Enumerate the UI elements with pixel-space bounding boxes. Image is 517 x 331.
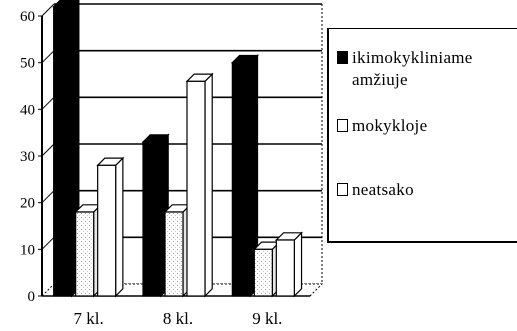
legend: ikimokykliniame amžiuje mokykloje neatsa… [327, 28, 517, 243]
x-tick-label: 7 kl. [74, 309, 104, 328]
y-tick-label: 30 [20, 149, 35, 165]
bar [274, 231, 303, 298]
gridline-depth [41, 3, 55, 17]
x-tick-label: 8 kl. [163, 309, 193, 328]
bar-front-face [186, 80, 206, 297]
bar-front-face [253, 248, 273, 297]
legend-swatch-white [337, 119, 348, 132]
gridline-depth [41, 143, 55, 157]
y-axis-tick-labels: 0 10 20 30 40 50 60 [20, 9, 42, 305]
legend-label: ikimokykliniame amžiuje [352, 48, 473, 89]
legend-label: mokykloje [352, 116, 428, 135]
bar-side-face [115, 156, 124, 298]
y-tick-label: 0 [28, 289, 36, 305]
legend-item-2: mokykloje [337, 115, 427, 137]
y-tick-label: 20 [20, 196, 35, 212]
gridline-depth [41, 50, 55, 64]
bar [52, 0, 80, 298]
y-tick-label: 40 [20, 102, 35, 118]
bar-front-face [53, 6, 73, 297]
x-tick-label: 9 kl. [252, 309, 282, 328]
x-axis-tick-labels: 7 kl. 8 kl. 9 kl. [74, 309, 283, 328]
y-tick-label: 10 [20, 242, 35, 258]
bar-front-face [164, 211, 184, 297]
legend-label: neatsako [352, 180, 414, 199]
y-tick-label: 50 [20, 56, 35, 72]
bar-front-face [231, 62, 251, 297]
bar-front-face [275, 239, 295, 297]
legend-swatch-white [337, 183, 348, 196]
gridline-depth [41, 96, 55, 110]
bar [96, 156, 125, 298]
bar-front-face [75, 211, 95, 297]
gridline-depth [41, 236, 55, 250]
gridline-depth [41, 190, 55, 204]
bar-side-face [204, 72, 213, 298]
bar-front-face [142, 141, 162, 297]
bar-front-face [97, 164, 117, 297]
y-tick-label: 60 [20, 9, 35, 25]
bar-side-face [293, 231, 303, 298]
bar [185, 72, 214, 298]
legend-item-1: ikimokykliniame amžiuje [337, 47, 512, 91]
legend-swatch-black [337, 51, 348, 64]
legend-item-3: neatsako [337, 179, 414, 201]
bars [52, 0, 303, 298]
